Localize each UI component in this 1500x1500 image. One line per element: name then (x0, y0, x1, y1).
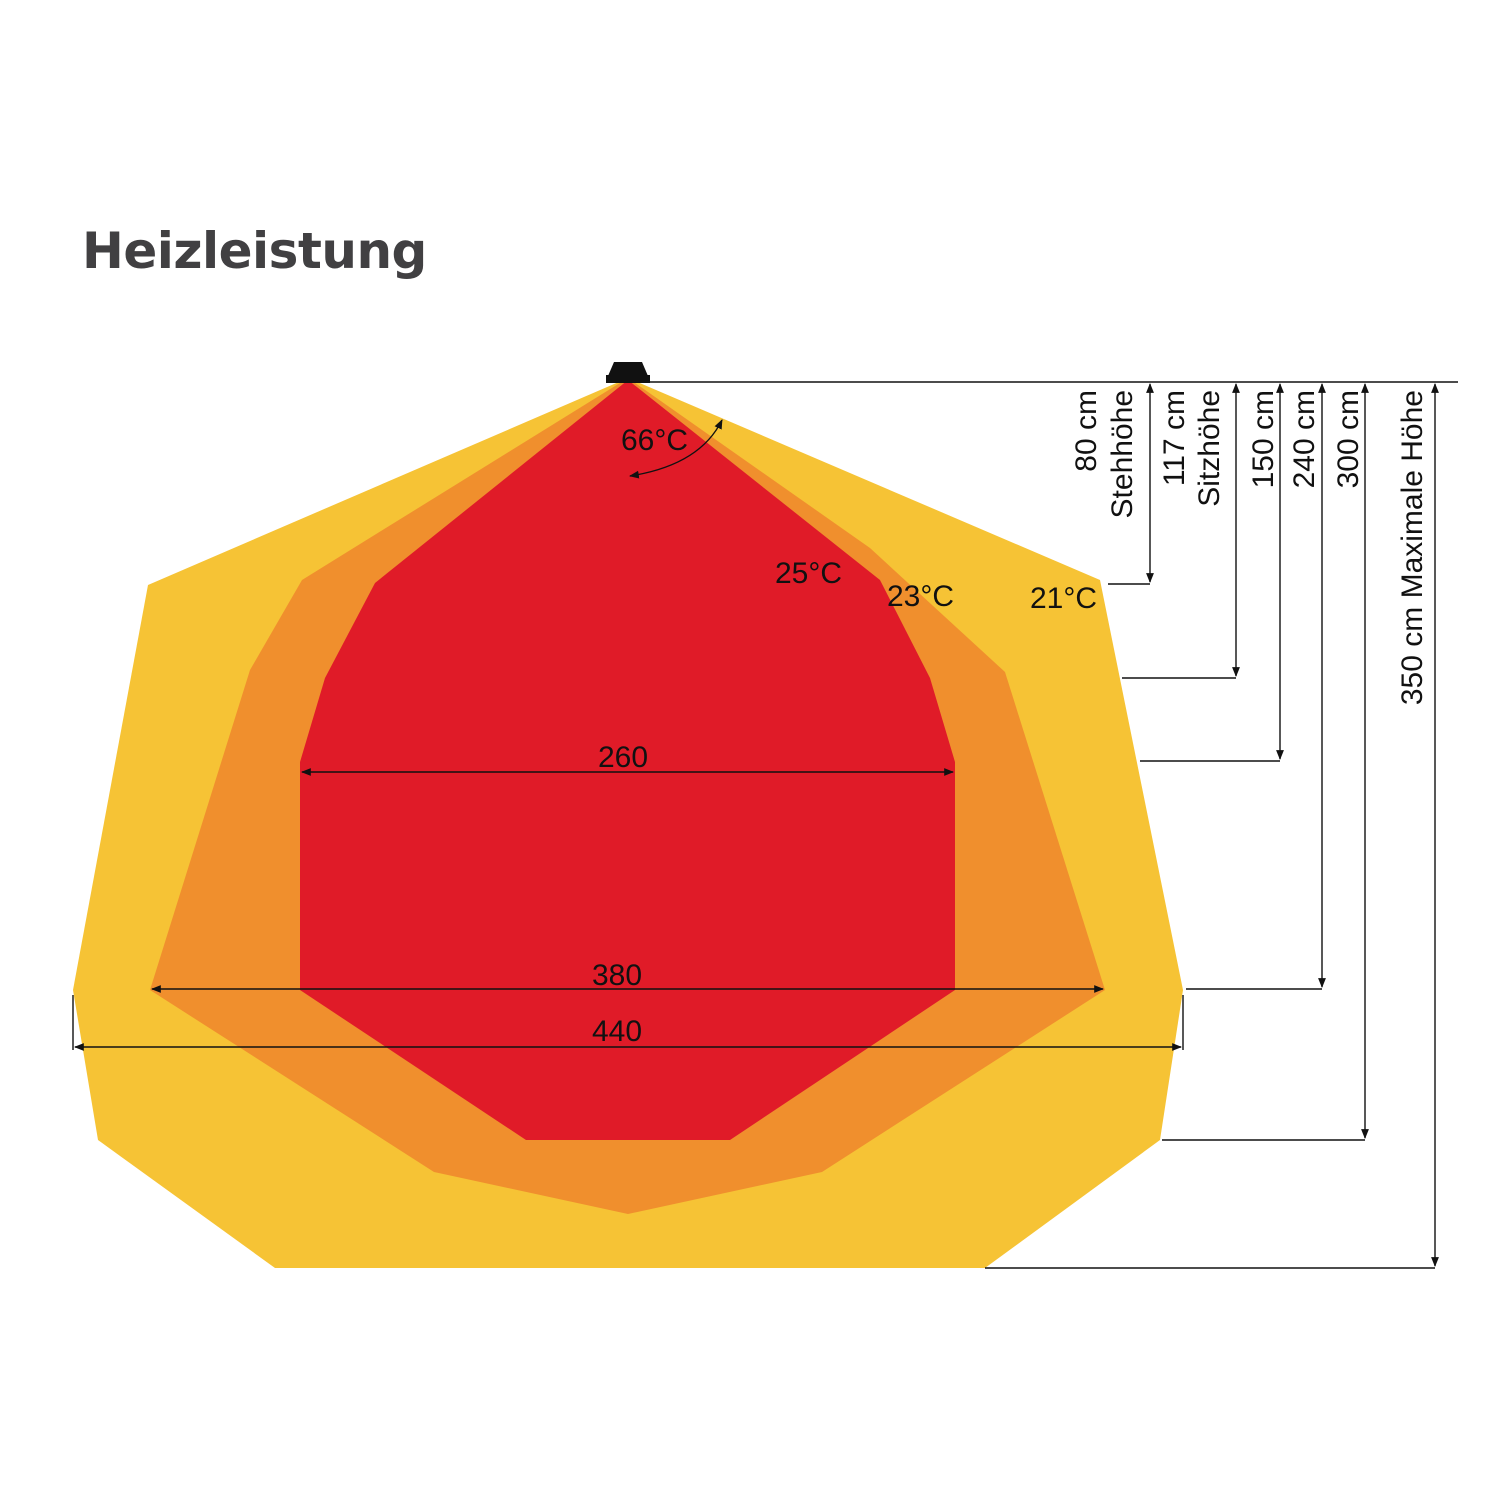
zone-25-area (300, 380, 955, 1140)
heater-icon (606, 362, 650, 383)
label-23c: 23°C (887, 580, 954, 613)
label-height-117: 117 cm (1158, 390, 1191, 486)
label-25c: 25°C (775, 557, 842, 590)
label-height-300: 300 cm (1332, 390, 1365, 488)
label-height-350: 350 cm Maximale Höhe (1396, 390, 1429, 705)
label-width-440: 440 (592, 1015, 642, 1048)
label-width-260: 260 (598, 741, 648, 774)
label-height-150: 150 cm (1247, 390, 1280, 488)
label-66c: 66°C (621, 424, 688, 457)
label-width-380: 380 (592, 959, 642, 992)
angle-arc (629, 419, 723, 479)
label-height-80: 80 cm (1070, 390, 1103, 472)
page-title: Heizleistung (82, 222, 427, 280)
label-21c: 21°C (1030, 582, 1097, 615)
label-sitzhoehe: Sitzhöhe (1193, 390, 1226, 507)
label-height-240: 240 cm (1288, 390, 1321, 488)
label-stehhoehe: Stehhöhe (1106, 390, 1139, 518)
